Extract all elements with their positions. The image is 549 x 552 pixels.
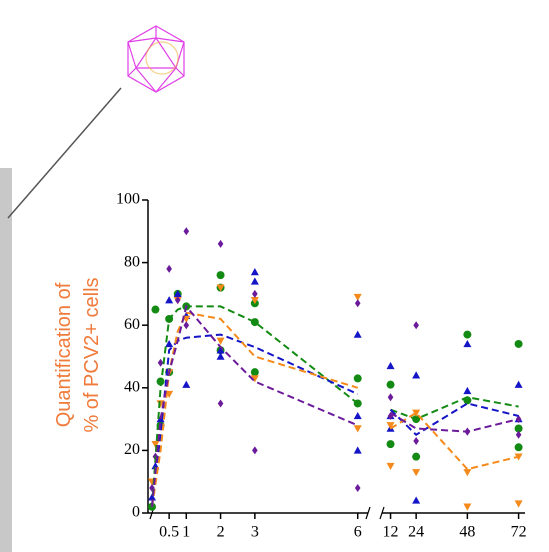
y-label-line: Quantification of	[53, 282, 75, 427]
point	[216, 352, 225, 360]
point	[217, 239, 224, 248]
point	[515, 415, 522, 424]
y-tick-label: 20	[124, 441, 140, 458]
x-tick-label: 24	[408, 524, 424, 541]
x-tick-label: 1	[182, 524, 190, 541]
point	[412, 409, 421, 417]
point	[252, 446, 258, 455]
point	[412, 469, 421, 477]
point	[353, 411, 362, 420]
mean-line	[389, 402, 519, 437]
y-label-line: % of PCV2+ cells	[81, 277, 103, 432]
side-panel	[0, 168, 12, 552]
point	[386, 440, 395, 449]
point	[463, 339, 472, 348]
point	[353, 330, 362, 338]
point	[148, 493, 156, 501]
mean-line	[151, 311, 359, 507]
point	[166, 264, 172, 273]
point	[463, 386, 472, 395]
point	[514, 500, 523, 508]
point	[386, 422, 395, 430]
point	[250, 296, 259, 305]
point	[412, 496, 421, 504]
y-tick-label: 80	[124, 253, 140, 270]
point	[412, 371, 421, 379]
x-tick-label: 2	[217, 524, 225, 541]
point	[514, 339, 523, 348]
axis-break	[379, 506, 385, 520]
point	[151, 440, 160, 449]
point	[463, 469, 472, 477]
y-tick-label: 0	[132, 504, 140, 521]
point	[514, 424, 523, 433]
point	[183, 227, 190, 236]
point	[252, 289, 258, 298]
point	[353, 293, 362, 302]
point	[514, 443, 523, 452]
point	[151, 305, 160, 314]
point	[216, 284, 225, 292]
x-tick-label: 3	[251, 524, 259, 541]
axis-break	[365, 506, 371, 520]
virus-icon	[127, 25, 185, 93]
point	[386, 361, 395, 370]
point	[216, 271, 225, 280]
point	[353, 425, 362, 433]
y-tick-label: 60	[124, 316, 140, 333]
point	[165, 296, 174, 304]
mean-line	[390, 411, 519, 471]
mean-line	[390, 396, 519, 421]
y-axis-title: Quantification of % of PCV2+ cells	[53, 277, 103, 432]
y-tick-label: 100	[116, 191, 140, 208]
x-tick-label: 6	[354, 524, 362, 541]
point	[182, 380, 191, 388]
y-tick-label: 40	[124, 378, 140, 395]
point	[250, 368, 259, 377]
x-tick-label: 0.5	[159, 524, 179, 541]
point	[515, 430, 522, 439]
point	[353, 374, 362, 383]
point	[183, 321, 190, 330]
point	[250, 277, 259, 285]
mean-line	[151, 305, 359, 507]
point	[250, 375, 259, 383]
point	[217, 399, 224, 408]
x-tick-label: 12	[383, 524, 399, 541]
point	[412, 452, 421, 461]
point	[463, 330, 472, 339]
point	[354, 299, 361, 308]
connector-line	[7, 87, 122, 219]
point	[216, 337, 225, 345]
point	[216, 346, 225, 354]
point	[173, 289, 182, 298]
point	[514, 380, 523, 388]
x-tick-label: 72	[511, 524, 527, 541]
point	[354, 483, 361, 492]
point	[413, 437, 419, 446]
point	[174, 296, 181, 305]
mean-line	[390, 411, 519, 433]
mean-line	[151, 333, 359, 507]
point	[250, 267, 259, 276]
point	[386, 380, 395, 389]
point	[463, 503, 472, 511]
point	[386, 462, 395, 471]
point	[353, 446, 362, 454]
point	[165, 339, 174, 348]
point	[387, 393, 394, 402]
point	[413, 321, 419, 330]
mean-line	[151, 304, 359, 507]
x-tick-label: 48	[459, 524, 475, 541]
point	[157, 358, 164, 367]
